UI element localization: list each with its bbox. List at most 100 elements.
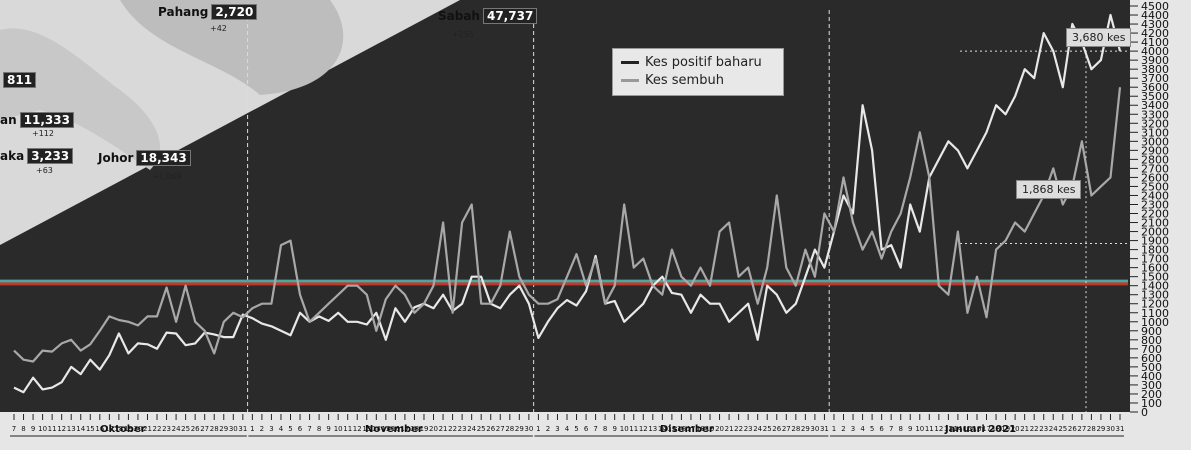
y-tick-label: 2900 <box>1141 144 1169 157</box>
x-tick-label: 1 <box>536 425 540 433</box>
y-tick-label: 3500 <box>1141 90 1169 103</box>
x-tick-label: 28 <box>210 425 219 433</box>
legend-item-recovered: Kes sembuh <box>621 73 724 88</box>
y-tick-label: 3400 <box>1141 99 1169 112</box>
x-tick-label: 9 <box>908 425 912 433</box>
map-backdrop <box>0 0 460 245</box>
x-tick-label: 3 <box>269 425 273 433</box>
x-tick-label: 7 <box>889 425 893 433</box>
x-tick-label: 29 <box>1096 425 1105 433</box>
x-tick-label: 26 <box>772 425 781 433</box>
x-tick-label: 7 <box>307 425 311 433</box>
x-tick-label: 24 <box>467 425 476 433</box>
x-tick-label: 27 <box>1077 425 1086 433</box>
x-tick-label: 18 <box>696 425 705 433</box>
x-tick-label: 16 <box>391 425 400 433</box>
y-tick-label: 600 <box>1141 352 1162 365</box>
x-tick-label: 12 <box>639 425 648 433</box>
map-label-sabah: Sabah 47,737 <box>438 8 538 24</box>
y-tick-label: 3600 <box>1141 81 1169 94</box>
map-region-value: 47,737 <box>482 8 538 24</box>
legend-swatch-recovered <box>621 79 639 82</box>
x-tick-label: 25 <box>181 425 190 433</box>
x-tick-label: 29 <box>801 425 810 433</box>
x-tick-label: 2 <box>841 425 845 433</box>
map-label-aka: aka 3,233 <box>0 148 74 164</box>
map-label-an: an 11,333 <box>0 112 74 128</box>
y-tick-label: 1000 <box>1141 316 1169 329</box>
x-tick-label: 2 <box>260 425 264 433</box>
y-tick-label: 1400 <box>1141 280 1169 293</box>
y-tick-label: 3800 <box>1141 63 1169 76</box>
y-tick-label: 2500 <box>1141 180 1169 193</box>
chart-legend: Kes positif baharu Kes sembuh <box>612 48 784 96</box>
x-tick-label: 18 <box>410 425 419 433</box>
y-tick-label: 4500 <box>1141 0 1169 13</box>
map-region-delta: +63 <box>36 166 53 175</box>
x-tick-label: 6 <box>879 425 884 433</box>
x-tick-label: 14 <box>76 425 85 433</box>
x-tick-label: 31 <box>820 425 829 433</box>
x-tick-label: 31 <box>238 425 247 433</box>
x-tick-label: 4 <box>279 425 284 433</box>
x-tick-label: 26 <box>191 425 200 433</box>
y-tick-label: 3200 <box>1141 117 1169 130</box>
callout-top: 3,680 kes <box>1066 28 1132 47</box>
x-tick-label: 3 <box>851 425 855 433</box>
y-tick-label: 2000 <box>1141 226 1169 239</box>
x-tick-label: 12 <box>353 425 362 433</box>
y-tick-label: 4400 <box>1141 9 1169 22</box>
x-tick-label: 8 <box>317 425 321 433</box>
x-tick-label: 14 <box>372 425 381 433</box>
x-tick-label: 12 <box>934 425 943 433</box>
y-tick-label: 1200 <box>1141 298 1169 311</box>
y-tick-label: 100 <box>1141 397 1162 410</box>
y-tick-label: 2600 <box>1141 171 1169 184</box>
x-tick-label: 24 <box>1049 425 1058 433</box>
x-tick-label: 23 <box>1039 425 1048 433</box>
x-tick-label: 16 <box>95 425 104 433</box>
x-tick-label: 6 <box>298 425 303 433</box>
x-tick-label: 21 <box>439 425 448 433</box>
x-tick-label: 11 <box>48 425 57 433</box>
x-tick-label: 19 <box>420 425 429 433</box>
x-tick-label: 29 <box>515 425 524 433</box>
x-tick-label: 5 <box>288 425 292 433</box>
month-label-disember: Disember <box>660 424 714 435</box>
x-tick-label: 5 <box>870 425 874 433</box>
x-tick-label: 25 <box>1058 425 1067 433</box>
x-tick-label: 20 <box>1011 425 1020 433</box>
y-tick-label: 800 <box>1141 334 1162 347</box>
x-tick-label: 11 <box>925 425 934 433</box>
x-tick-label: 17 <box>105 425 114 433</box>
x-tick-label: 22 <box>1030 425 1039 433</box>
x-tick-label: 7 <box>12 425 16 433</box>
x-tick-label: 10 <box>620 425 629 433</box>
y-tick-label: 3300 <box>1141 108 1169 121</box>
x-tick-label: 25 <box>477 425 486 433</box>
x-tick-label: 17 <box>982 425 991 433</box>
x-tick-label: 27 <box>782 425 791 433</box>
x-tick-label: 28 <box>1087 425 1096 433</box>
x-tick-label: 23 <box>744 425 753 433</box>
x-tick-label: 5 <box>574 425 578 433</box>
map-region-value: 2,720 <box>211 4 258 20</box>
x-tick-label: 21 <box>1020 425 1029 433</box>
y-tick-label: 2300 <box>1141 198 1169 211</box>
x-tick-label: 20 <box>133 425 142 433</box>
map-region-delta: +255 <box>452 30 474 39</box>
x-tick-label: 27 <box>496 425 505 433</box>
x-tick-label: 4 <box>565 425 570 433</box>
map-region-delta: +1,069 <box>152 172 182 181</box>
x-tick-label: 16 <box>677 425 686 433</box>
y-tick-label: 2800 <box>1141 153 1169 166</box>
x-tick-label: 20 <box>429 425 438 433</box>
y-tick-label: 2700 <box>1141 162 1169 175</box>
y-tick-label: 4100 <box>1141 36 1169 49</box>
x-tick-label: 11 <box>343 425 352 433</box>
x-tick-label: 30 <box>229 425 238 433</box>
month-label-november: November <box>365 424 423 435</box>
y-tick-label: 2200 <box>1141 208 1169 221</box>
x-tick-label: 29 <box>219 425 228 433</box>
x-tick-label: 6 <box>584 425 589 433</box>
